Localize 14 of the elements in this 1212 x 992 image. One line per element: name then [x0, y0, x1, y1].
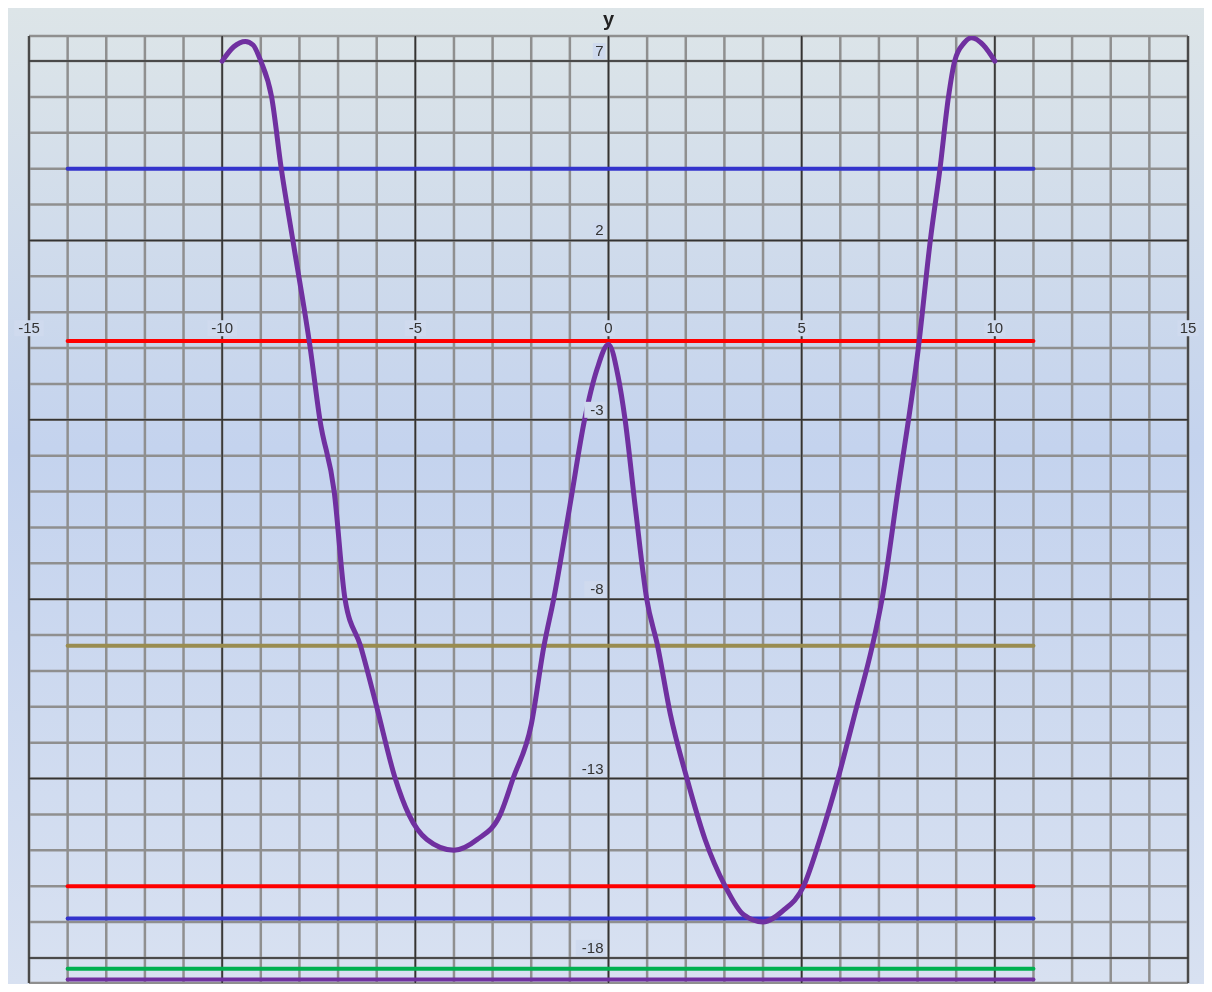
y-axis-title: y: [601, 8, 616, 31]
y-tick-label: -3: [590, 400, 604, 418]
y-tick-label: 2: [595, 221, 604, 239]
x-tick-label: 15: [1179, 319, 1197, 337]
y-tick-label: -13: [581, 759, 604, 777]
x-tick-label: -5: [408, 319, 423, 337]
x-tick-label: 5: [797, 319, 806, 337]
y-tick-label: -8: [590, 580, 604, 598]
x-tick-label: -15: [18, 319, 40, 337]
y-tick-label: -18: [581, 938, 604, 956]
x-tick-label: 0: [604, 319, 613, 337]
x-tick-label: -10: [211, 319, 234, 337]
y-tick-label: 7: [595, 42, 604, 60]
x-tick-label: 10: [986, 319, 1004, 337]
